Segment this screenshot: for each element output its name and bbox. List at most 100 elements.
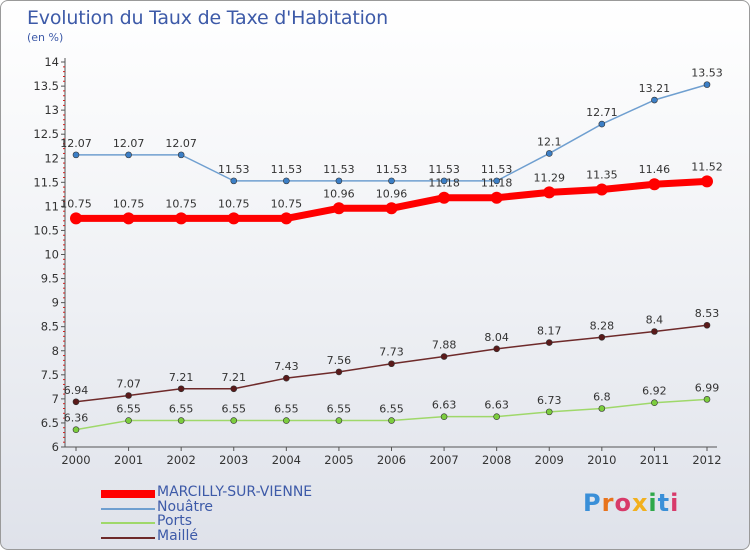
y-tick-label: 6.5 [41,416,59,430]
data-label: 11.18 [428,177,460,190]
y-tick-label: 6 [52,440,59,454]
data-label: 13.21 [639,82,671,95]
legend-swatch [101,522,155,524]
data-label: 11.29 [534,171,566,184]
data-point [438,191,451,204]
data-label: 12.71 [586,106,618,119]
data-point [388,360,395,368]
legend-label: Ports [157,513,193,529]
data-label: 10.75 [60,197,92,210]
data-label: 7.56 [327,354,352,367]
data-point [493,177,500,185]
data-label: 6.55 [169,403,194,416]
y-tick-label: 7.5 [41,368,59,382]
data-label: 6.73 [537,394,562,407]
data-point [545,408,553,416]
data-point [335,368,343,376]
data-point [177,151,185,159]
data-point [440,177,448,185]
data-point [283,177,290,185]
data-label: 6.55 [116,403,141,416]
data-label: 7.88 [432,339,457,352]
data-point [598,333,606,341]
data-label: 12.07 [60,137,92,150]
y-tick-label: 11 [44,199,59,213]
logo-letter: o [614,489,632,517]
data-label: 6.36 [64,412,89,425]
y-tick-label: 12.5 [33,127,59,141]
x-tick-label: 2005 [324,453,353,467]
data-point [648,178,661,191]
data-label: 7.21 [169,371,194,384]
data-label: 11.53 [376,163,408,176]
data-label: 11.52 [691,160,723,173]
proxiti-logo: Proxiti [583,489,679,517]
data-point [388,177,395,185]
data-point [122,212,135,225]
data-label: 10.96 [376,187,408,200]
chart-subtitle: (en %) [27,31,64,44]
data-label: 6.94 [64,384,89,397]
legend-label: Nouâtre [157,498,214,515]
data-point [651,328,658,335]
data-label: 10.75 [165,197,197,210]
data-point [175,212,188,225]
data-point [227,212,240,225]
data-point [701,175,713,188]
data-point [440,413,448,420]
data-label: 7.07 [116,378,141,391]
y-tick-label: 13 [44,103,59,117]
data-point [490,191,503,204]
y-tick-label: 7 [52,392,59,406]
x-tick-label: 2002 [167,453,196,467]
x-tick-label: 2009 [535,453,564,467]
x-tick-label: 2012 [692,453,721,467]
data-point [335,177,343,185]
data-point [177,417,185,424]
y-tick-label: 10.5 [33,223,59,237]
x-tick-label: 2003 [219,453,248,467]
legend-swatch [101,536,155,539]
y-tick-label: 14 [44,55,59,69]
data-label: 10.75 [271,197,303,210]
data-point [72,151,80,159]
data-point [388,417,395,424]
data-label: 11.18 [481,177,513,190]
x-tick-label: 2004 [272,453,301,467]
data-point [545,150,553,157]
y-tick-label: 13.5 [33,79,59,93]
data-label: 12.07 [113,137,145,150]
data-point [493,345,500,353]
y-tick-label: 11.5 [33,175,59,189]
data-point [230,177,238,185]
data-point [283,417,290,424]
x-tick-label: 2011 [640,453,669,467]
data-point [125,151,132,159]
data-point [651,96,658,104]
data-label: 10.75 [113,197,145,210]
data-point [332,202,345,215]
legend-label: MARCILLY-SUR-VIENNE [157,484,313,500]
data-label: 6.55 [274,403,299,416]
data-label: 7.43 [274,360,299,373]
data-label: 10.75 [218,197,250,210]
logo-letter: P [583,489,602,517]
logo-letter: i [670,489,680,517]
data-label: 8.53 [695,307,720,320]
data-label: 11.35 [586,169,618,182]
data-label: 8.28 [590,319,615,332]
data-label: 7.73 [379,346,404,359]
data-point [335,417,343,424]
data-label: 6.55 [222,403,247,416]
legend-swatch [101,507,155,510]
y-tick-label: 9 [52,296,59,310]
data-label: 11.46 [639,163,671,176]
data-label: 13.53 [691,67,723,80]
data-label: 7.21 [222,371,247,384]
data-label: 6.63 [432,399,457,412]
legend-label: Maillé [157,527,198,544]
y-tick-label: 10 [44,248,59,262]
legend-swatch [101,490,155,498]
y-tick-label: 9.5 [41,272,59,286]
